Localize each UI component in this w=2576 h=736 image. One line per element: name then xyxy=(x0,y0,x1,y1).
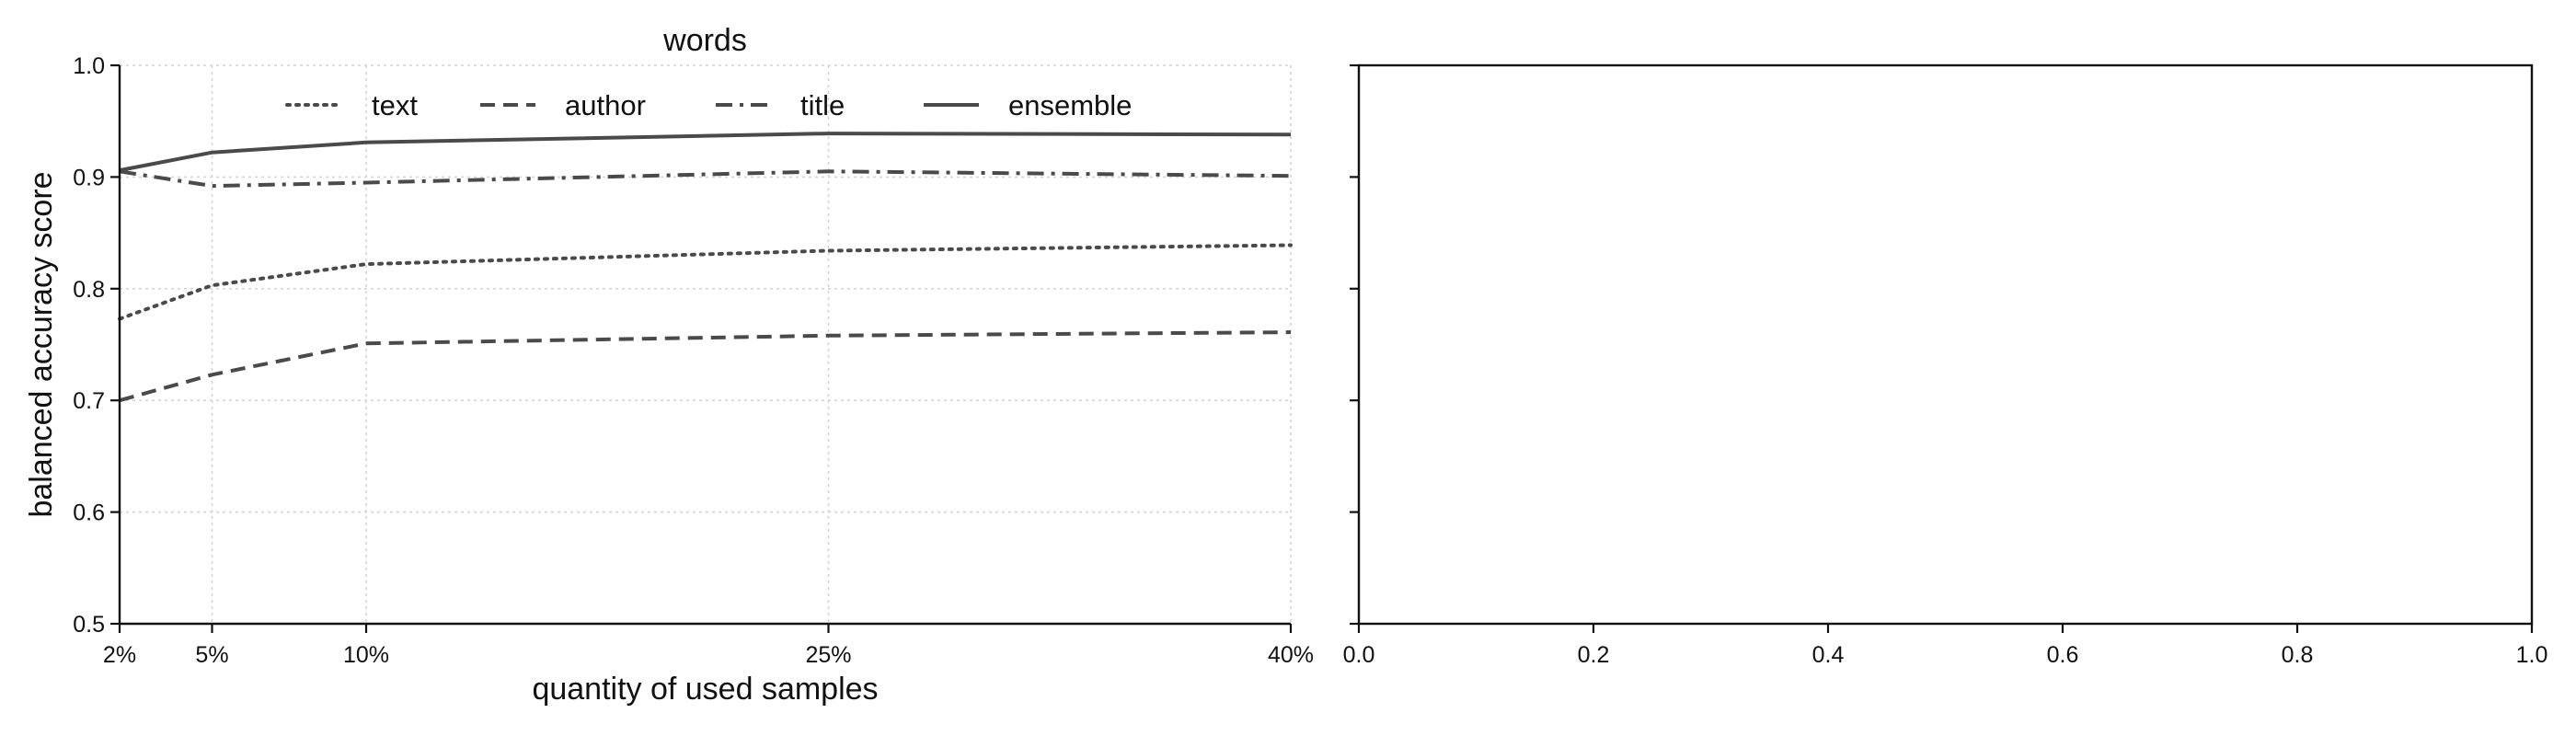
y-tick-label: 0.6 xyxy=(73,500,105,526)
series-line-ensemble xyxy=(119,132,1292,173)
series-line-author xyxy=(119,330,1292,403)
legend-label-text: text xyxy=(372,89,418,121)
right-x-tick-label: 0.4 xyxy=(1812,642,1845,668)
right-x-tick-label: 1.0 xyxy=(2516,642,2548,668)
right-x-tick-label: 0.6 xyxy=(2047,642,2079,668)
series-line-title xyxy=(119,169,1292,189)
x-tick-label: 40% xyxy=(1268,642,1314,668)
x-tick-label: 5% xyxy=(195,642,228,668)
left-chart-panel: 0.5 0.6 0.7 0.8 0.9 1.0 2% 5% 10% 25% 40% words qu… xyxy=(24,23,1314,707)
x-tick-label: 10% xyxy=(343,642,389,668)
x-tick-label: 25% xyxy=(805,642,851,668)
y-tick-label: 0.7 xyxy=(73,388,105,414)
y-tick-label: 0.9 xyxy=(73,165,105,190)
x-tick-label: 2% xyxy=(103,642,136,668)
right-x-tick-label: 0.0 xyxy=(1343,642,1375,668)
y-tick-label: 1.0 xyxy=(73,53,105,79)
left-series-lines xyxy=(118,132,1293,403)
right-x-tick-label: 0.2 xyxy=(1578,642,1610,668)
legend-label-ensemble: ensemble xyxy=(1008,89,1132,121)
legend-label-title: title xyxy=(800,89,845,121)
y-tick-label: 0.5 xyxy=(73,612,105,638)
x-axis-label: quantity of used samples xyxy=(532,672,878,707)
right-plot-frame xyxy=(1357,63,2534,626)
y-tick-label: 0.8 xyxy=(73,277,105,303)
right-axes: 0.0 0.2 0.4 0.6 0.8 1.0 xyxy=(1343,63,2548,668)
left-grid xyxy=(119,64,1292,625)
y-axis-label: balanced accuracy score xyxy=(24,171,59,517)
series-line-text xyxy=(118,243,1293,321)
chart-title: words xyxy=(662,23,747,58)
left-axes: 0.5 0.6 0.7 0.8 0.9 1.0 2% 5% 10% 25% 40% xyxy=(73,53,1314,668)
right-chart-panel: 0.0 0.2 0.4 0.6 0.8 1.0 xyxy=(1343,63,2548,668)
legend-label-author: author xyxy=(565,89,646,121)
right-x-tick-label: 0.8 xyxy=(2282,642,2314,668)
legend: text author title ensemble xyxy=(285,89,1132,121)
